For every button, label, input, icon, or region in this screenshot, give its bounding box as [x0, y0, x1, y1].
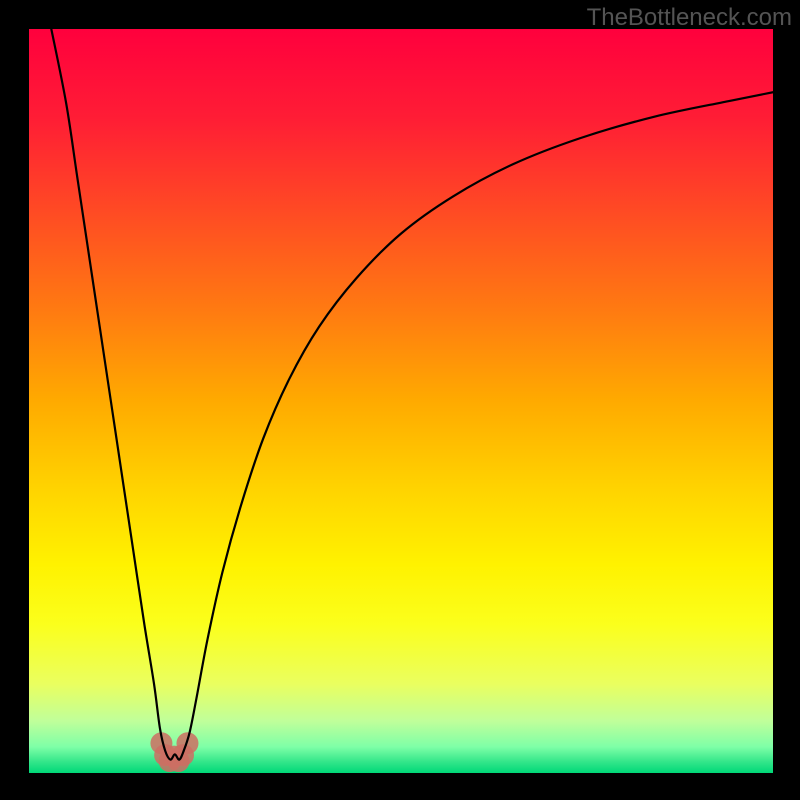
plot-svg	[29, 29, 773, 773]
stage: TheBottleneck.com	[0, 0, 800, 800]
dip-markers-group	[150, 732, 198, 772]
bottleneck-curve	[51, 29, 773, 760]
watermark-text: TheBottleneck.com	[587, 4, 792, 32]
